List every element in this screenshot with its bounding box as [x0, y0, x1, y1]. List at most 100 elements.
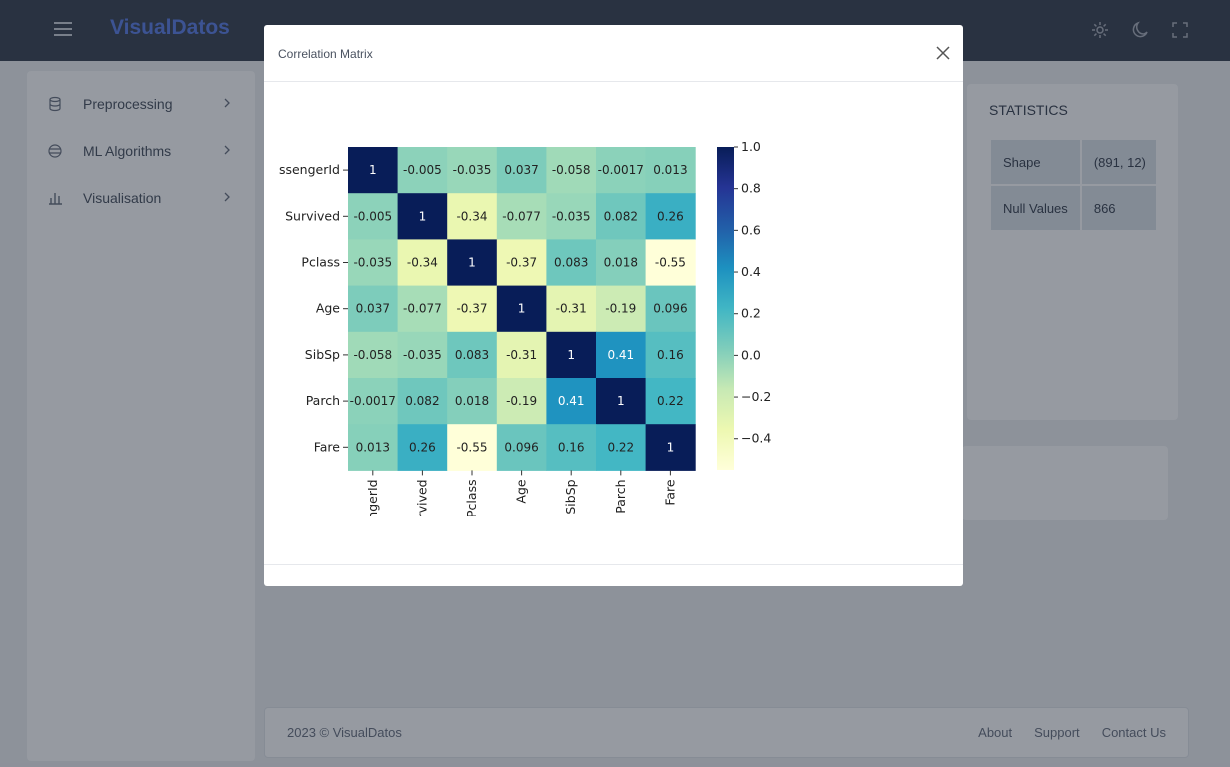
gear-icon[interactable]: [1090, 20, 1110, 40]
table-row: Shape (891, 12): [989, 138, 1159, 186]
footer-link-contact[interactable]: Contact Us: [1101, 725, 1166, 740]
moon-icon[interactable]: [1130, 20, 1150, 40]
cell-value-label: 0.082: [604, 209, 638, 223]
cell-value-label: 1: [617, 394, 625, 408]
cell-value-label: -0.37: [506, 256, 537, 270]
colorbar-tick-label: 0.0: [741, 347, 761, 362]
heatmap-cell: [596, 331, 647, 379]
column-label: Parch: [613, 479, 628, 513]
heatmap-cell: [596, 147, 647, 194]
heatmap-cell: [496, 193, 547, 240]
stat-value: 866: [1079, 184, 1159, 232]
cell-value-label: -0.005: [353, 209, 392, 223]
correlation-heatmap: 1 -0.005 -0.035 0.037 -0.058 -0.0017 0.013 -0.0…: [278, 139, 771, 516]
heatmap-cell: [546, 331, 597, 379]
cell-value-label: -0.077: [403, 302, 442, 316]
colorbar-tick-label: −0.2: [741, 389, 771, 404]
brand-logo[interactable]: VisualDatos: [110, 16, 230, 39]
cell-value-label: -0.058: [552, 163, 591, 177]
cell-value-label: 1: [369, 163, 377, 177]
close-icon[interactable]: [935, 45, 951, 61]
menu-icon[interactable]: [54, 22, 72, 36]
cell-value-label: -0.035: [453, 163, 492, 177]
cell-value-label: 0.096: [504, 440, 538, 454]
cell-value-label: 0.013: [356, 440, 390, 454]
heatmap-cell: [596, 378, 647, 425]
heatmap-cell: [546, 378, 597, 425]
heatmap-cell: [447, 285, 498, 333]
modal-footer-divider: [264, 564, 963, 565]
cell-value-label: 1: [567, 348, 575, 362]
stat-value: (891, 12): [1079, 138, 1159, 186]
chevron-right-icon: [224, 192, 230, 202]
column-label: Fare: [662, 479, 677, 506]
heatmap-cell: [447, 239, 498, 287]
heatmap-cell: [397, 147, 448, 194]
fullscreen-icon[interactable]: [1170, 20, 1190, 40]
heatmap-cell: [645, 424, 696, 471]
heatmap-cell: [397, 285, 448, 333]
colorbar-tick-label: 0.8: [741, 181, 761, 196]
heatmap-cell: [397, 239, 448, 287]
row-labels: PassengerId Survived Pclass Age SibSp Parch Fa…: [278, 162, 340, 454]
cell-value-label: -0.19: [605, 302, 636, 316]
cell-value-label: -0.31: [506, 348, 537, 362]
cell-value-label: 0.082: [405, 394, 439, 408]
cell-value-label: -0.035: [353, 256, 392, 270]
heatmap-cell: [546, 424, 597, 471]
heatmap-cell: [447, 331, 498, 379]
heatmap-cell: [546, 147, 597, 194]
sidebar-item-ml-algorithms[interactable]: ML Algorithms: [47, 138, 237, 164]
row-label: Parch: [306, 393, 340, 408]
heatmap-cell: [596, 193, 647, 240]
sidebar-item-preprocessing[interactable]: Preprocessing: [47, 91, 237, 117]
cell-value-label: -0.0017: [598, 163, 644, 177]
stat-label: Null Values: [989, 184, 1082, 232]
heatmap-cell: [645, 193, 696, 240]
heatmap-cell: [496, 239, 547, 287]
cell-value-label: -0.55: [655, 256, 686, 270]
cell-value-label: 0.41: [607, 348, 634, 362]
footer-link-support[interactable]: Support: [1034, 725, 1080, 740]
footer-link-about[interactable]: About: [978, 725, 1013, 740]
heatmap-cell: [645, 378, 696, 425]
stat-label: Shape: [989, 138, 1082, 186]
heatmap-cell: [496, 285, 547, 333]
heatmap-cell: [596, 424, 647, 471]
cell-value-label: 0.096: [653, 302, 687, 316]
heatmap-cell: [447, 193, 498, 240]
column-label: Age: [514, 479, 529, 503]
heatmap-cell: [645, 239, 696, 287]
heatmap-cell: [397, 424, 448, 471]
heatmap-cell: [348, 424, 399, 471]
heatmap-cell: [496, 147, 547, 194]
chevron-right-icon: [224, 145, 230, 155]
row-label: SibSp: [305, 347, 340, 362]
heatmap-cell: [397, 378, 448, 425]
cell-value-label: -0.005: [403, 163, 442, 177]
heatmap-cell: [348, 378, 399, 425]
cell-value-label: 0.013: [653, 163, 687, 177]
colorbar-tick-label: 0.6: [741, 222, 761, 237]
heatmap-cell: [546, 193, 597, 240]
sidebar-item-label: ML Algorithms: [83, 143, 172, 159]
heatmap-cell: [348, 147, 399, 194]
sidebar: Preprocessing ML Algorithms Visualisatio…: [27, 71, 255, 761]
cell-value-label: 0.083: [455, 348, 489, 362]
cell-value-label: 0.16: [558, 440, 585, 454]
cell-value-label: -0.035: [403, 348, 442, 362]
heatmap-cell: [348, 239, 399, 287]
sidebar-item-visualisation[interactable]: Visualisation: [47, 185, 237, 211]
cell-value-label: -0.077: [502, 209, 541, 223]
sidebar-item-label: Visualisation: [83, 190, 162, 206]
cell-value-label: 0.16: [657, 348, 684, 362]
modal-header: Correlation Matrix: [264, 25, 963, 82]
cell-value-label: -0.0017: [350, 394, 396, 408]
statistics-table: Shape (891, 12) Null Values 866: [989, 138, 1159, 232]
cell-value-label: 0.26: [657, 209, 684, 223]
cell-value-label: -0.19: [506, 394, 537, 408]
cell-value-label: 0.41: [558, 394, 585, 408]
heatmap-cell: [447, 378, 498, 425]
footer: 2023 © VisualDatos About Support Contact…: [264, 707, 1189, 758]
heatmap-cell: [348, 331, 399, 379]
